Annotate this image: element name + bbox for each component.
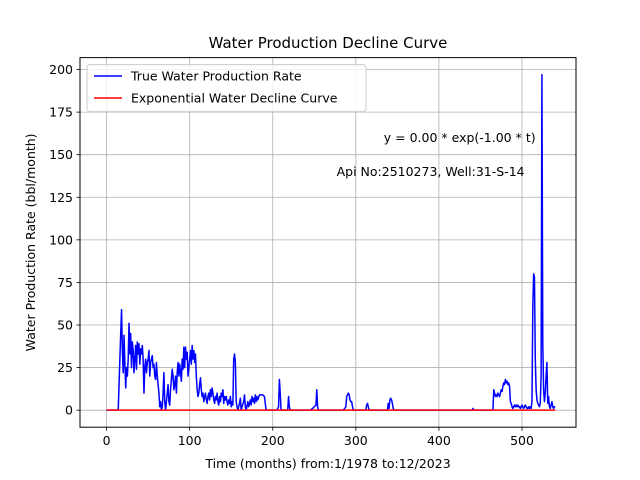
x-tick-label: 100: [178, 433, 202, 448]
y-tick-label: 25: [57, 360, 73, 375]
x-tick-label: 400: [427, 433, 451, 448]
well-annotation: Api No:2510273, Well:31-S-14: [337, 164, 525, 179]
legend-label-decline-curve: Exponential Water Decline Curve: [131, 91, 338, 106]
y-tick-label: 150: [49, 147, 73, 162]
x-axis-label: Time (months) from:1/1978 to:12/2023: [204, 456, 450, 471]
x-tick-label: 300: [344, 433, 368, 448]
plot-area-frame: [79, 57, 577, 428]
x-tick-label: 200: [261, 433, 285, 448]
y-tick-label: 75: [57, 275, 73, 290]
true-water-production-line: [106, 73, 556, 411]
y-tick-label: 200: [49, 62, 73, 77]
y-tick-label: 175: [49, 105, 73, 120]
ticks: 0 100 200 300 400 500 0 25 50 75 100 125 150 175 200: [49, 62, 534, 448]
x-tick-label: 0: [103, 433, 111, 448]
y-axis-label: Water Production Rate (bbl/month): [23, 133, 38, 351]
series-layer: [106, 73, 556, 411]
y-tick-label: 50: [57, 318, 73, 333]
legend-label-true-rate: True Water Production Rate: [130, 69, 302, 84]
legend-box: [86, 64, 367, 113]
equation-annotation: y = 0.00 * exp(-1.00 * t): [384, 130, 536, 145]
y-tick-label: 100: [49, 232, 73, 247]
legend: True Water Production Rate Exponential W…: [86, 64, 367, 113]
x-tick-label: 500: [510, 433, 534, 448]
y-tick-label: 0: [65, 403, 73, 418]
chart-title: Water Production Decline Curve: [209, 34, 448, 52]
y-tick-label: 125: [49, 190, 73, 205]
